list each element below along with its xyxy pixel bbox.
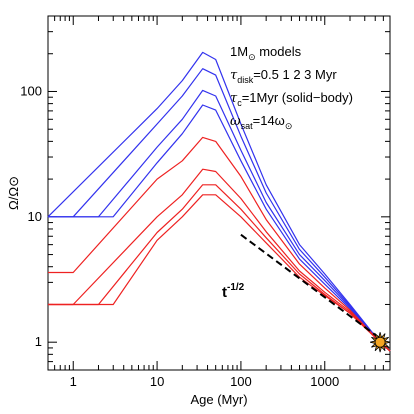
x-tick-label: 10: [150, 374, 164, 389]
sun-layer: [370, 332, 391, 353]
annotation-tau-disk: τdisk=0.5 1 2 3 Myr: [230, 67, 337, 85]
annotation-omega-sat: ωsat=14ω⊙: [230, 113, 292, 131]
y-axis-title: Ω/Ω⊙: [6, 176, 21, 210]
ticks: [47, 15, 391, 371]
series-line-6: [48, 168, 391, 352]
series-line-8: [48, 194, 391, 352]
y-tick-label: 100: [20, 83, 42, 98]
power-law-label: t-1/2: [222, 282, 245, 301]
series-line-2: [48, 68, 391, 352]
plot-frame: [47, 15, 391, 371]
x-tick-label: 100: [230, 374, 252, 389]
series-line-4: [48, 104, 391, 352]
tick-labels: 1 10 100 1000 1 10 100: [20, 83, 339, 389]
sun-marker: [374, 336, 386, 348]
annotation-tau-c: τc=1Myr (solid−body): [230, 90, 353, 108]
x-tick-label: 1000: [310, 374, 339, 389]
x-axis-title: Age (Myr): [190, 392, 247, 407]
series-line-7: [48, 184, 391, 352]
annotation-block: 1M⊙ models τdisk=0.5 1 2 3 Myr τc=1Myr (…: [230, 44, 353, 131]
series-layer: [47, 51, 391, 352]
y-tick-label: 10: [28, 209, 42, 224]
power-law-layer: [240, 233, 381, 340]
power-law-line: [240, 233, 381, 340]
x-tick-label: 1: [70, 374, 77, 389]
series-line-5: [48, 136, 391, 352]
y-tick-label: 1: [35, 334, 42, 349]
series-line-3: [48, 89, 391, 352]
series-line-1: [47, 51, 391, 352]
annotation-mass: 1M⊙ models: [230, 44, 302, 62]
